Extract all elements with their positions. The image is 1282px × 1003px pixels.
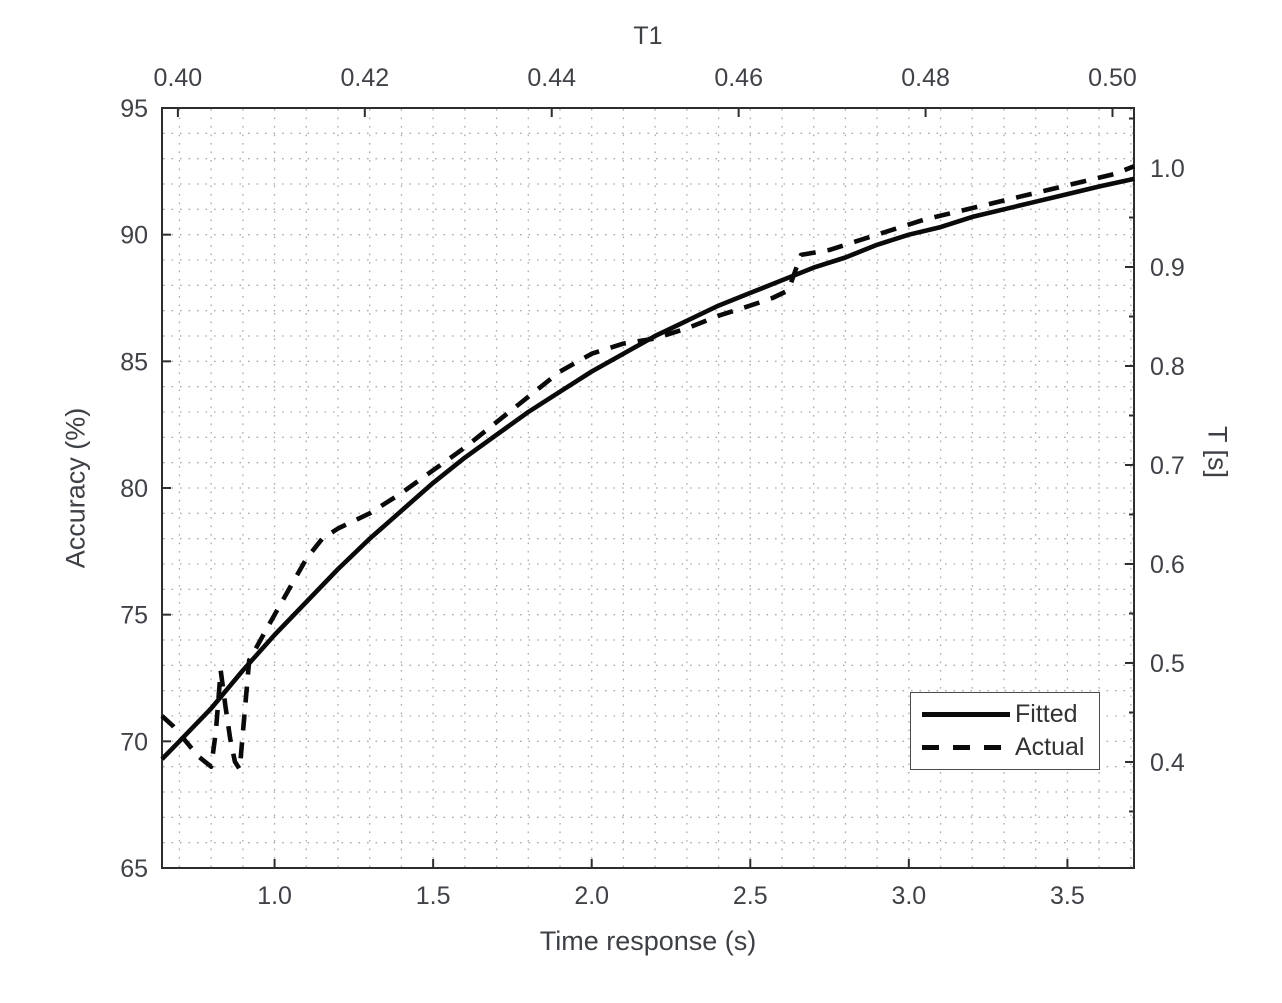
legend: Fitted Actual bbox=[910, 692, 1100, 770]
tick-label-top: 0.46 bbox=[714, 64, 763, 92]
tick-label-top: 0.44 bbox=[527, 64, 576, 92]
y-axis-label-right: T [s] bbox=[1202, 425, 1233, 479]
legend-entry-fitted: Fitted bbox=[911, 699, 1099, 728]
legend-label: Fitted bbox=[1015, 699, 1078, 728]
x-axis-label: Time response (s) bbox=[539, 926, 757, 956]
tick-label-bottom: 1.0 bbox=[257, 882, 292, 910]
tick-label-right: 0.7 bbox=[1150, 452, 1185, 480]
tick-label-top: 0.40 bbox=[154, 64, 203, 92]
tick-label-left: 80 bbox=[120, 475, 148, 503]
tick-label-right: 0.5 bbox=[1150, 650, 1185, 678]
top-axis-title: T1 bbox=[633, 22, 663, 50]
tick-label-right: 1.0 bbox=[1150, 155, 1185, 183]
tick-label-right: 0.6 bbox=[1150, 551, 1185, 579]
tick-label-bottom: 2.5 bbox=[733, 882, 768, 910]
y-axis-label-left: Accuracy (%) bbox=[60, 407, 91, 569]
tick-label-bottom: 2.0 bbox=[574, 882, 609, 910]
legend-solid-line-icon bbox=[922, 711, 1010, 717]
legend-dashed-line-icon bbox=[922, 745, 1010, 751]
tick-label-left: 85 bbox=[120, 348, 148, 376]
tick-label-top: 0.42 bbox=[340, 64, 389, 92]
tick-label-right: 0.8 bbox=[1150, 353, 1185, 381]
legend-label: Actual bbox=[1015, 733, 1085, 762]
tick-label-top: 0.48 bbox=[901, 64, 950, 92]
tick-label-left: 90 bbox=[120, 222, 148, 250]
tick-label-right: 0.9 bbox=[1150, 254, 1185, 282]
tick-label-bottom: 3.0 bbox=[891, 882, 926, 910]
legend-entry-actual: Actual bbox=[911, 735, 1099, 760]
tick-label-top: 0.50 bbox=[1088, 64, 1137, 92]
tick-label-right: 0.4 bbox=[1150, 749, 1185, 777]
series-actual-line bbox=[160, 164, 1135, 772]
tick-label-left: 75 bbox=[120, 602, 148, 630]
tick-label-left: 65 bbox=[120, 855, 148, 883]
tick-label-bottom: 1.5 bbox=[416, 882, 451, 910]
tick-label-left: 70 bbox=[120, 728, 148, 756]
tick-label-left: 95 bbox=[120, 95, 148, 123]
tick-label-bottom: 3.5 bbox=[1050, 882, 1085, 910]
series-fitted-line bbox=[160, 176, 1135, 761]
